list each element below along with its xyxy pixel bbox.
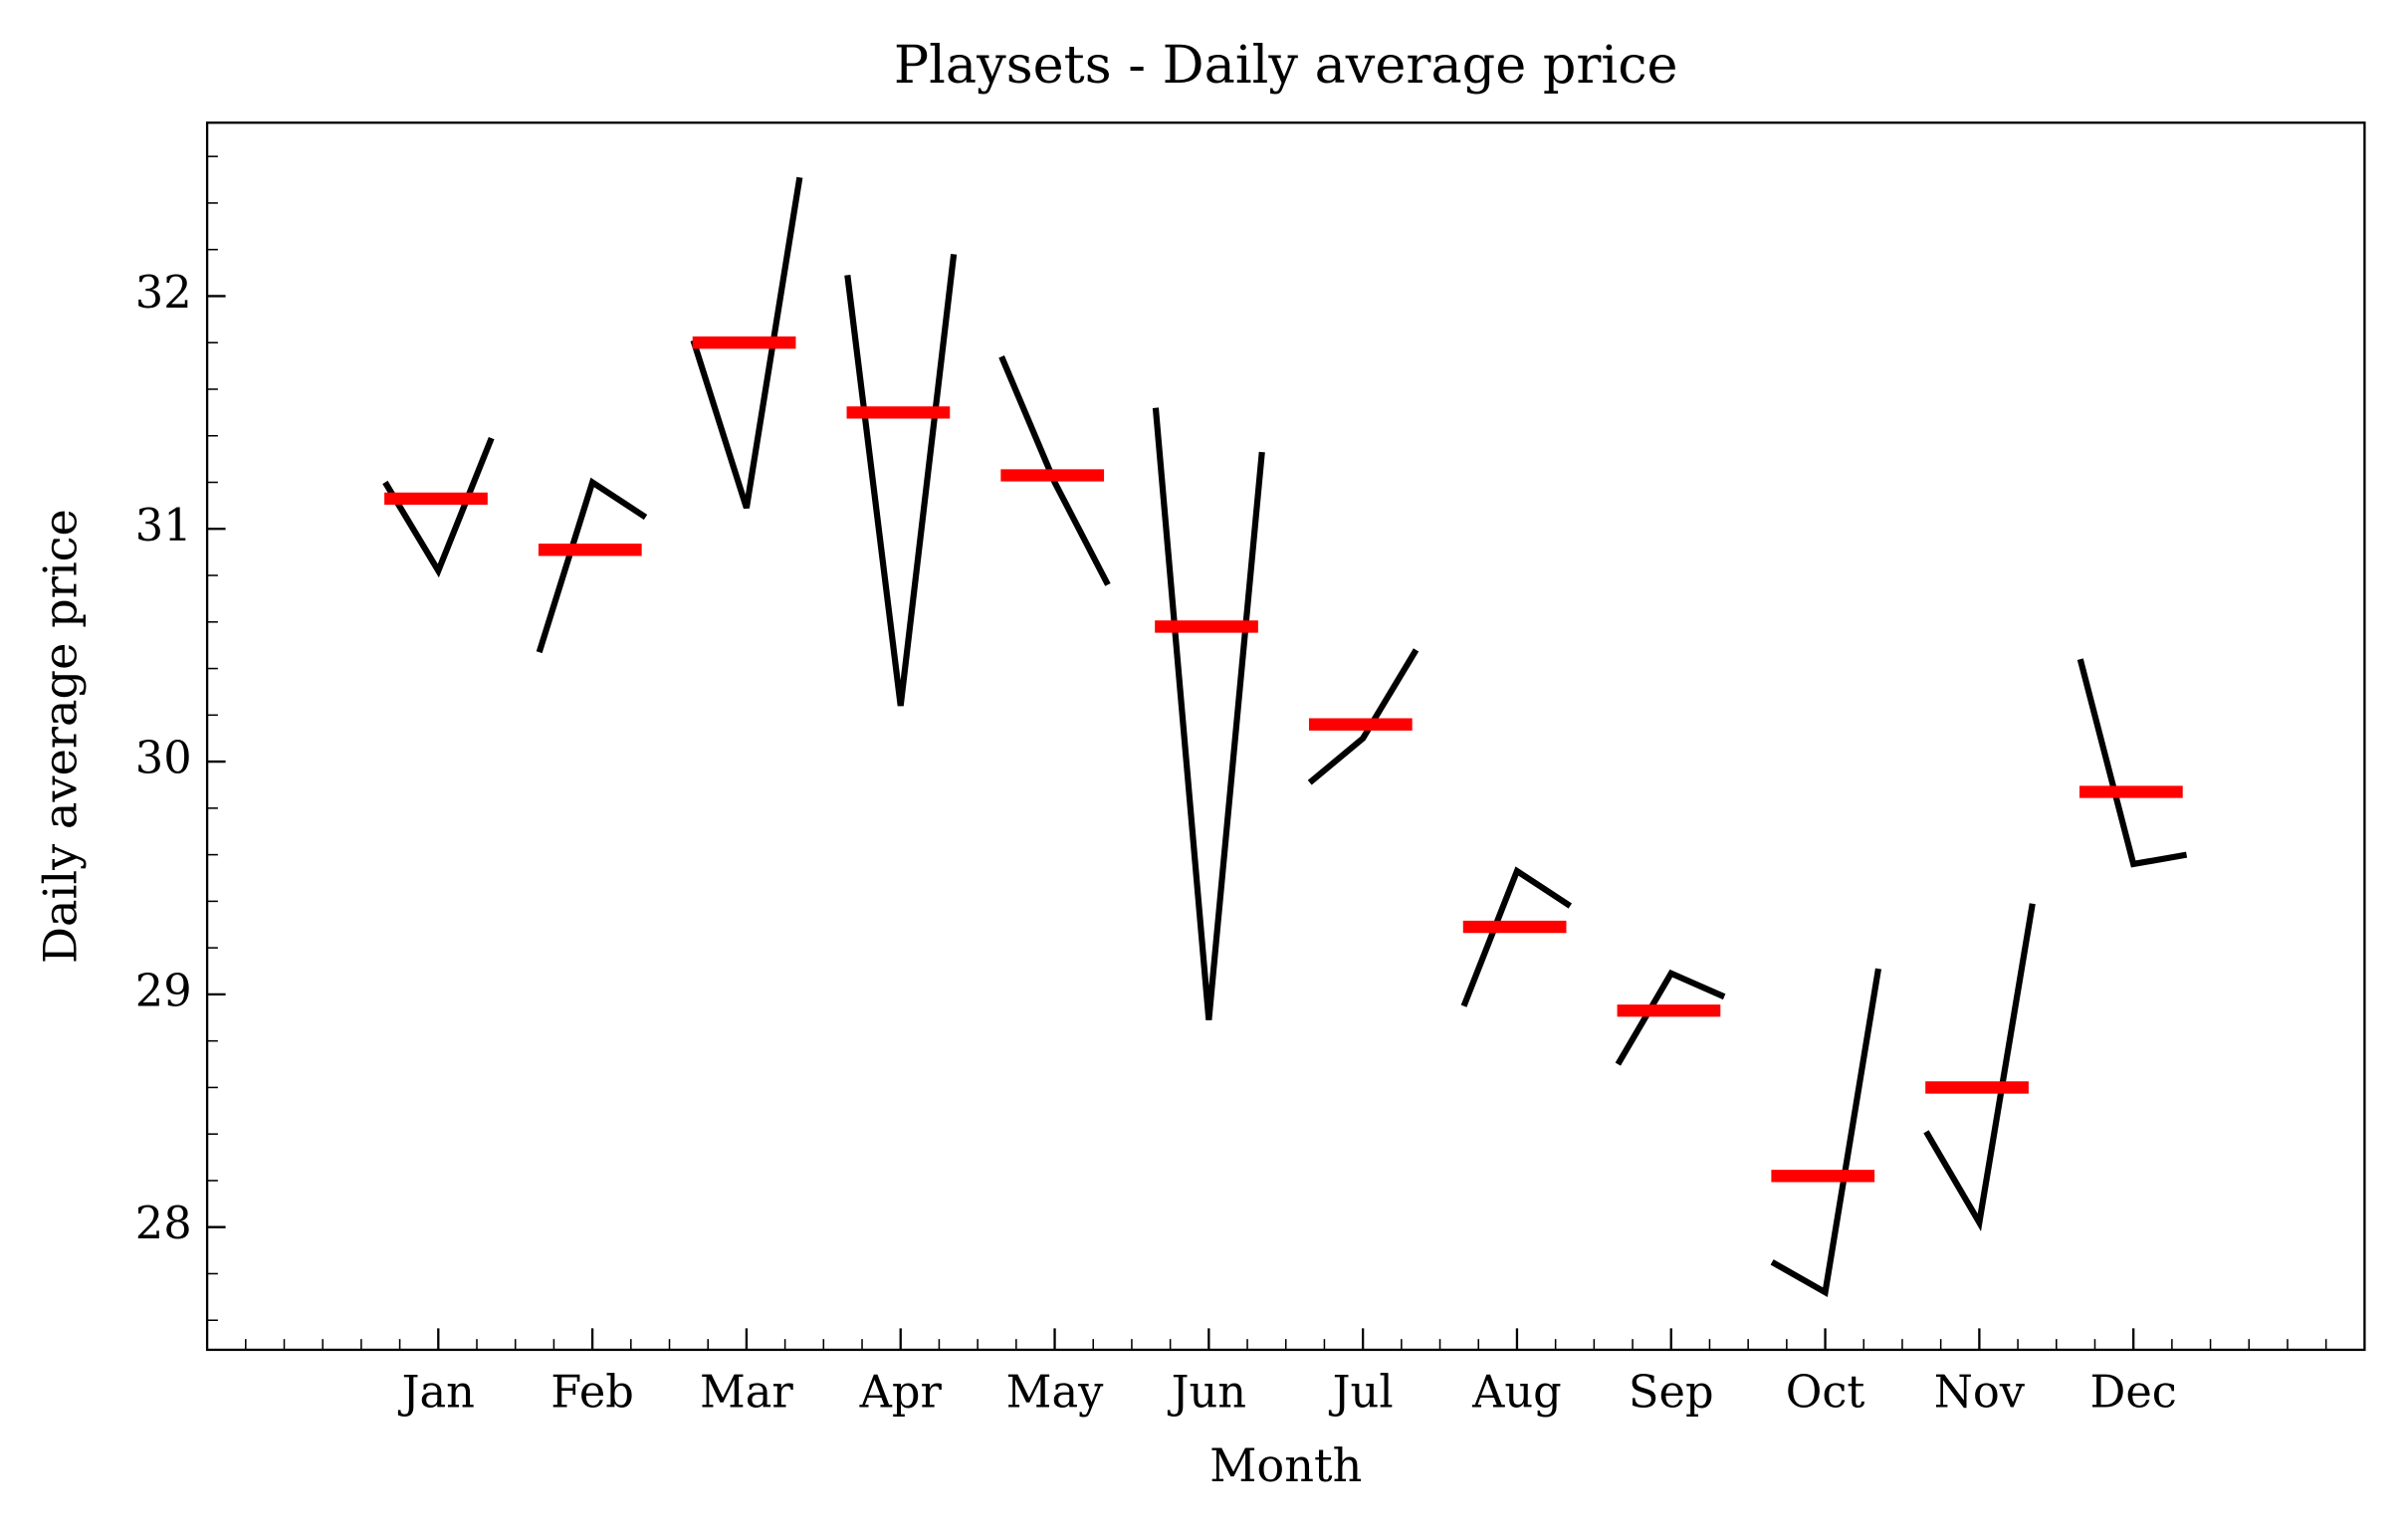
x-tick-label: Oct — [1786, 1367, 1865, 1419]
x-tick-label: Feb — [550, 1367, 634, 1419]
x-tick-label: Jul — [1329, 1367, 1394, 1419]
x-tick-label: Sep — [1629, 1367, 1714, 1419]
x-axis-label: Month — [1209, 1438, 1362, 1492]
month-line — [382, 436, 495, 578]
plot-frame — [205, 121, 2366, 1352]
y-tick-label: 32 — [135, 267, 192, 319]
month-line — [998, 355, 1111, 586]
y-axis-label: Daily average price — [34, 509, 88, 964]
month-line — [1460, 866, 1573, 1007]
x-tick-label: Aug — [1471, 1367, 1562, 1419]
month-line — [690, 176, 803, 510]
month-line — [1615, 969, 1726, 1066]
y-tick-label: 30 — [135, 733, 192, 784]
x-tick-label: May — [1006, 1367, 1104, 1419]
month-line — [844, 254, 958, 707]
chart-title: Playsets - Daily average price — [894, 35, 1678, 96]
month-line — [536, 477, 648, 654]
x-tick-label: Jan — [398, 1367, 475, 1419]
x-tick-label: Jun — [1168, 1367, 1247, 1419]
month-line — [1923, 903, 2036, 1231]
month-line — [2077, 658, 2188, 868]
y-tick-label: 29 — [135, 965, 192, 1016]
month-line — [1770, 968, 1882, 1298]
y-tick-label: 31 — [135, 500, 192, 551]
x-tick-label: Dec — [2090, 1367, 2177, 1419]
month-line — [1152, 407, 1265, 1020]
x-tick-label: Apr — [859, 1367, 943, 1419]
x-tick-label: Mar — [700, 1367, 793, 1419]
y-tick-label: 28 — [135, 1198, 192, 1249]
month-line — [1307, 648, 1420, 785]
x-tick-label: Nov — [1934, 1367, 2026, 1419]
